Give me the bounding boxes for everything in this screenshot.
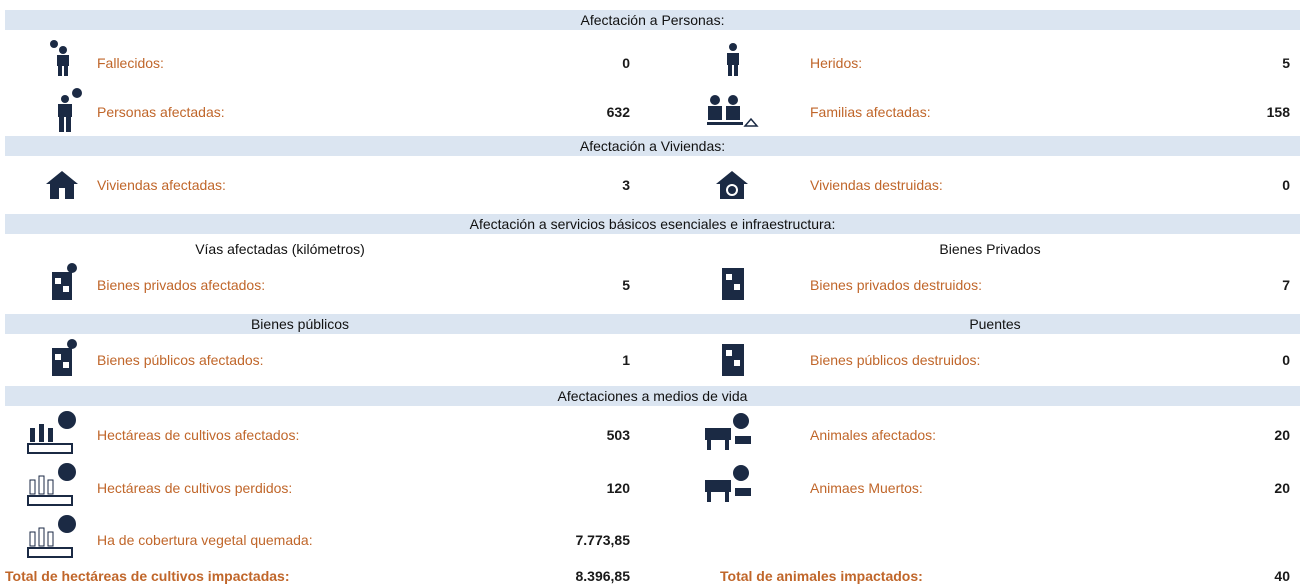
icon-private-goods [52, 263, 77, 300]
label: Fallecidos: [97, 55, 164, 71]
label: Bienes privados afectados: [97, 277, 266, 293]
section-title: Afectación a Viviendas: [579, 138, 726, 154]
subtitle: Puentes [969, 316, 1021, 332]
icon-deceased [50, 40, 69, 76]
label: Personas afectadas: [97, 104, 225, 120]
section-title: Afectaciones a medios de vida [557, 388, 748, 404]
label: Hectáreas de cultivos afectados: [97, 427, 300, 443]
icon-families [707, 95, 759, 127]
label: Familias afectadas: [810, 104, 931, 120]
label: Viviendas destruidas: [810, 177, 943, 193]
icon-injured [727, 43, 739, 76]
label: Ha de cobertura vegetal quemada: [97, 532, 313, 548]
icon-public-goods [52, 339, 77, 376]
icon-vegetation-burned [27, 515, 76, 558]
section-bar: Afectación a servicios básicos esenciale… [5, 214, 1300, 234]
value: 1 [622, 352, 630, 368]
value: 0 [1282, 352, 1290, 368]
value: 120 [606, 480, 630, 496]
section-bar: Afectaciones a medios de vida [5, 386, 1300, 406]
value: 3 [622, 177, 630, 193]
value: 5 [622, 277, 630, 293]
value: 7.773,85 [575, 532, 631, 548]
total-label: Total de animales impactados: [720, 568, 923, 584]
label: Bienes públicos afectados: [97, 352, 264, 368]
value: 158 [1266, 104, 1290, 120]
value: 0 [622, 55, 630, 71]
subtitle: Vías afectadas (kilómetros) [195, 241, 365, 257]
label: Bienes públicos destruidos: [810, 352, 981, 368]
icon-public-destroyed [722, 344, 744, 376]
section-bar: Bienes públicos Puentes [5, 314, 1300, 334]
total-value: 8.396,85 [575, 568, 631, 584]
icon-house-destroyed [716, 171, 748, 199]
label: Animaes Muertos: [810, 480, 923, 496]
icon-animals [705, 413, 751, 450]
label: Heridos: [810, 55, 863, 71]
section-title: Afectación a Personas: [580, 12, 725, 28]
value: 20 [1274, 427, 1290, 443]
section-title: Afectación a servicios básicos esenciale… [469, 216, 836, 232]
total-value: 40 [1274, 568, 1290, 584]
icon-house [46, 171, 78, 199]
value: 5 [1282, 55, 1290, 71]
total-label: Total de hectáreas de cultivos impactada… [5, 568, 290, 584]
subtitle: Bienes Privados [939, 241, 1041, 257]
value: 20 [1274, 480, 1290, 496]
icon-animals-dead [705, 465, 751, 502]
label: Hectáreas de cultivos perdidos: [97, 480, 293, 496]
icon-crops-lost [27, 463, 76, 506]
subtitle: Bienes públicos [250, 316, 350, 332]
label: Animales afectados: [810, 427, 937, 443]
section-bar: Afectación a Personas: [5, 10, 1300, 30]
icon-crops [27, 411, 76, 454]
label: Bienes privados destruidos: [810, 277, 982, 293]
label: Viviendas afectadas: [97, 177, 226, 193]
icon-affected-person [58, 88, 82, 132]
value: 632 [606, 104, 630, 120]
icon-private-destroyed [722, 268, 744, 300]
value: 7 [1282, 277, 1290, 293]
section-bar: Afectación a Viviendas: [5, 136, 1300, 156]
value: 503 [606, 427, 630, 443]
value: 0 [1282, 177, 1290, 193]
